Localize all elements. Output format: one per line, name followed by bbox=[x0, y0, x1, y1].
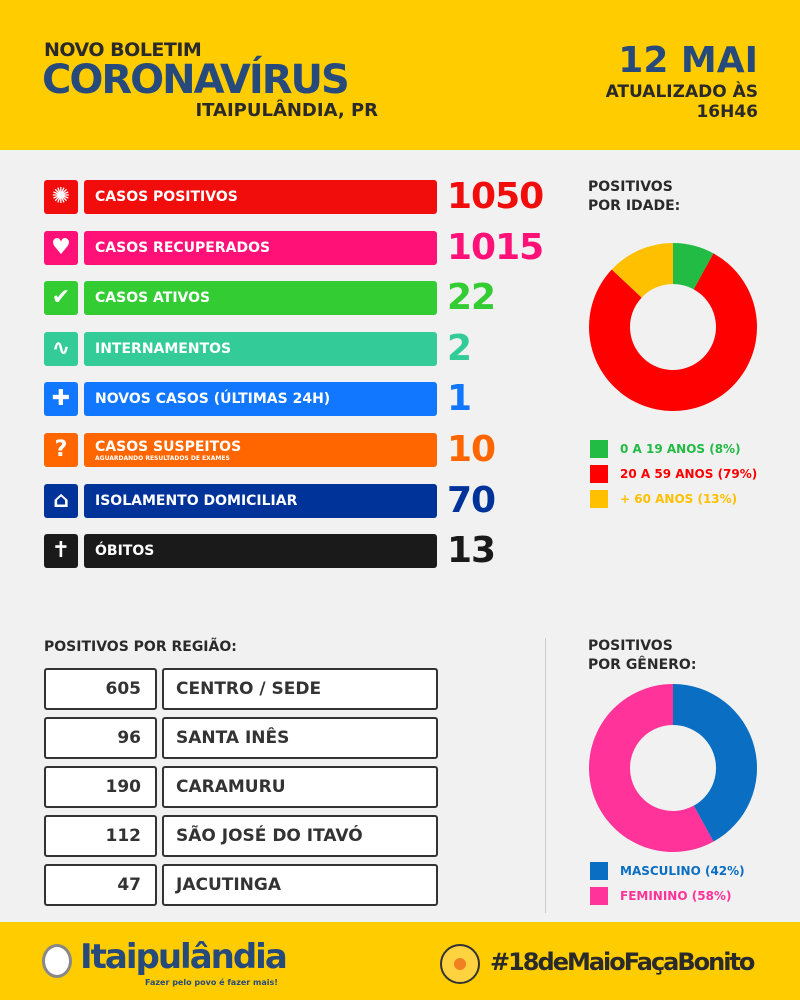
legend-label: 0 A 19 ANOS (8%) bbox=[620, 442, 741, 456]
legend-label: MASCULINO (42%) bbox=[620, 864, 745, 878]
stat-label: CASOS ATIVOS bbox=[84, 281, 437, 316]
legend-item: FEMININO (58%) bbox=[590, 887, 731, 905]
stat-label: CASOS SUSPEITOS AGUARDANDO RESULTADOS DE … bbox=[84, 433, 437, 467]
stat-row: ✝ ÓBITOS 13 bbox=[44, 530, 564, 572]
cross-icon: ✝ bbox=[44, 534, 78, 569]
stat-label-text: ÓBITOS bbox=[95, 543, 155, 560]
stat-row: ✚ NOVOS CASOS (ÚLTIMAS 24H) 1 bbox=[44, 378, 564, 420]
age-donut-chart bbox=[589, 243, 757, 411]
legend-label: FEMININO (58%) bbox=[620, 889, 732, 903]
region-count: 112 bbox=[44, 815, 157, 857]
region-title: POSITIVOS POR REGIÃO: bbox=[44, 639, 237, 655]
stat-label-text: CASOS RECUPERADOS bbox=[95, 239, 271, 256]
stat-row: ? CASOS SUSPEITOS AGUARDANDO RESULTADOS D… bbox=[44, 429, 564, 470]
slogan: Fazer pelo povo é fazer mais! bbox=[145, 978, 278, 987]
stat-value: 1050 bbox=[447, 176, 544, 217]
virus-icon: ✺ bbox=[44, 180, 78, 214]
stat-sublabel: AGUARDANDO RESULTADOS DE EXAMES bbox=[95, 454, 230, 462]
region-name: SÃO JOSÉ DO ITAVÓ bbox=[162, 815, 438, 857]
stat-row: ∿ INTERNAMENTOS 2 bbox=[44, 327, 564, 369]
region-count: 96 bbox=[44, 717, 157, 759]
gender-donut-chart bbox=[589, 684, 757, 852]
stat-label: NOVOS CASOS (ÚLTIMAS 24H) bbox=[84, 382, 437, 417]
legend-label: + 60 ANOS (13%) bbox=[620, 492, 738, 506]
location: ITAIPULÂNDIA, PR bbox=[195, 100, 378, 121]
stat-label: INTERNAMENTOS bbox=[84, 331, 437, 366]
region-count: 190 bbox=[44, 766, 157, 808]
stat-label-text: CASOS POSITIVOS bbox=[95, 189, 238, 205]
region-count: 47 bbox=[44, 864, 157, 906]
heartbeat-icon: ∿ bbox=[44, 331, 78, 366]
age-chart-title: POSITIVOS POR IDADE: bbox=[588, 179, 681, 214]
check-icon: ✔ bbox=[44, 281, 78, 316]
legend-label: 20 A 59 ANOS (79%) bbox=[620, 467, 758, 481]
region-name: CENTRO / SEDE bbox=[162, 668, 438, 710]
question-icon: ? bbox=[44, 433, 78, 467]
title: CORONAVÍRUS bbox=[42, 57, 350, 103]
stat-label: CASOS POSITIVOS bbox=[84, 180, 437, 214]
stat-label: ISOLAMENTO DOMICILIAR bbox=[84, 483, 437, 518]
stat-row: ✔ CASOS ATIVOS 22 bbox=[44, 277, 564, 319]
stat-value: 1015 bbox=[447, 226, 544, 268]
flower-icon bbox=[440, 944, 480, 984]
stat-value: 10 bbox=[447, 429, 496, 470]
stat-value: 22 bbox=[447, 277, 496, 319]
donut-slice bbox=[673, 684, 757, 842]
divider bbox=[545, 638, 546, 913]
region-name: JACUTINGA bbox=[162, 864, 438, 906]
stat-label: CASOS RECUPERADOS bbox=[84, 230, 437, 265]
stat-value: 70 bbox=[447, 479, 496, 521]
stat-label-text: INTERNAMENTOS bbox=[95, 340, 232, 357]
legend-swatch bbox=[590, 862, 608, 880]
stat-label: ÓBITOS bbox=[84, 534, 437, 569]
header: NOVO BOLETIM CORONAVÍRUS ITAIPULÂNDIA, P… bbox=[0, 0, 800, 150]
campaign-hashtag: #18deMaioFaçaBonito bbox=[490, 948, 755, 976]
stat-value: 1 bbox=[447, 378, 472, 420]
legend-item: 20 A 59 ANOS (79%) bbox=[590, 465, 757, 483]
updated-time: 16H46 bbox=[696, 102, 758, 122]
coat-of-arms-icon bbox=[42, 944, 72, 978]
stat-label-text: ISOLAMENTO DOMICILIAR bbox=[95, 492, 298, 509]
date: 12 MAI bbox=[618, 40, 758, 81]
updated-label: ATUALIZADO ÀS bbox=[605, 82, 758, 102]
donut-slice bbox=[611, 243, 673, 298]
footer: Itaipulândia Fazer pelo povo é fazer mai… bbox=[0, 922, 800, 1000]
legend-swatch bbox=[590, 490, 608, 508]
legend-item: 0 A 19 ANOS (8%) bbox=[590, 440, 741, 458]
region-name: SANTA INÊS bbox=[162, 717, 438, 759]
region-count: 605 bbox=[44, 668, 157, 710]
stat-row: ⌂ ISOLAMENTO DOMICILIAR 70 bbox=[44, 479, 564, 521]
stat-label-text: CASOS ATIVOS bbox=[95, 290, 211, 307]
legend-swatch bbox=[590, 440, 608, 458]
stat-row: ♥ CASOS RECUPERADOS 1015 bbox=[44, 226, 564, 268]
kicker: NOVO BOLETIM bbox=[44, 39, 202, 61]
stat-value: 2 bbox=[447, 327, 472, 369]
donut-slice bbox=[589, 684, 714, 852]
heart-icon: ♥ bbox=[44, 230, 78, 265]
stat-label-text: NOVOS CASOS (ÚLTIMAS 24H) bbox=[95, 391, 331, 408]
plus-icon: ✚ bbox=[44, 382, 78, 417]
region-name: CARAMURU bbox=[162, 766, 438, 808]
stat-label-text: CASOS SUSPEITOS bbox=[95, 438, 242, 455]
stat-row: ✺ CASOS POSITIVOS 1050 bbox=[44, 176, 564, 217]
gender-chart-title: POSITIVOS POR GÊNERO: bbox=[588, 638, 697, 673]
legend-swatch bbox=[590, 887, 608, 905]
legend-item: + 60 ANOS (13%) bbox=[590, 490, 737, 508]
updated: ATUALIZADO ÀS 16H46 bbox=[606, 82, 758, 122]
home-isolation-icon: ⌂ bbox=[44, 483, 78, 518]
legend-swatch bbox=[590, 465, 608, 483]
legend-item: MASCULINO (42%) bbox=[590, 862, 745, 880]
stat-value: 13 bbox=[447, 530, 496, 572]
donut-slice bbox=[673, 243, 714, 290]
donut-slice bbox=[589, 253, 757, 411]
municipality-logo: Itaipulândia bbox=[80, 937, 288, 977]
